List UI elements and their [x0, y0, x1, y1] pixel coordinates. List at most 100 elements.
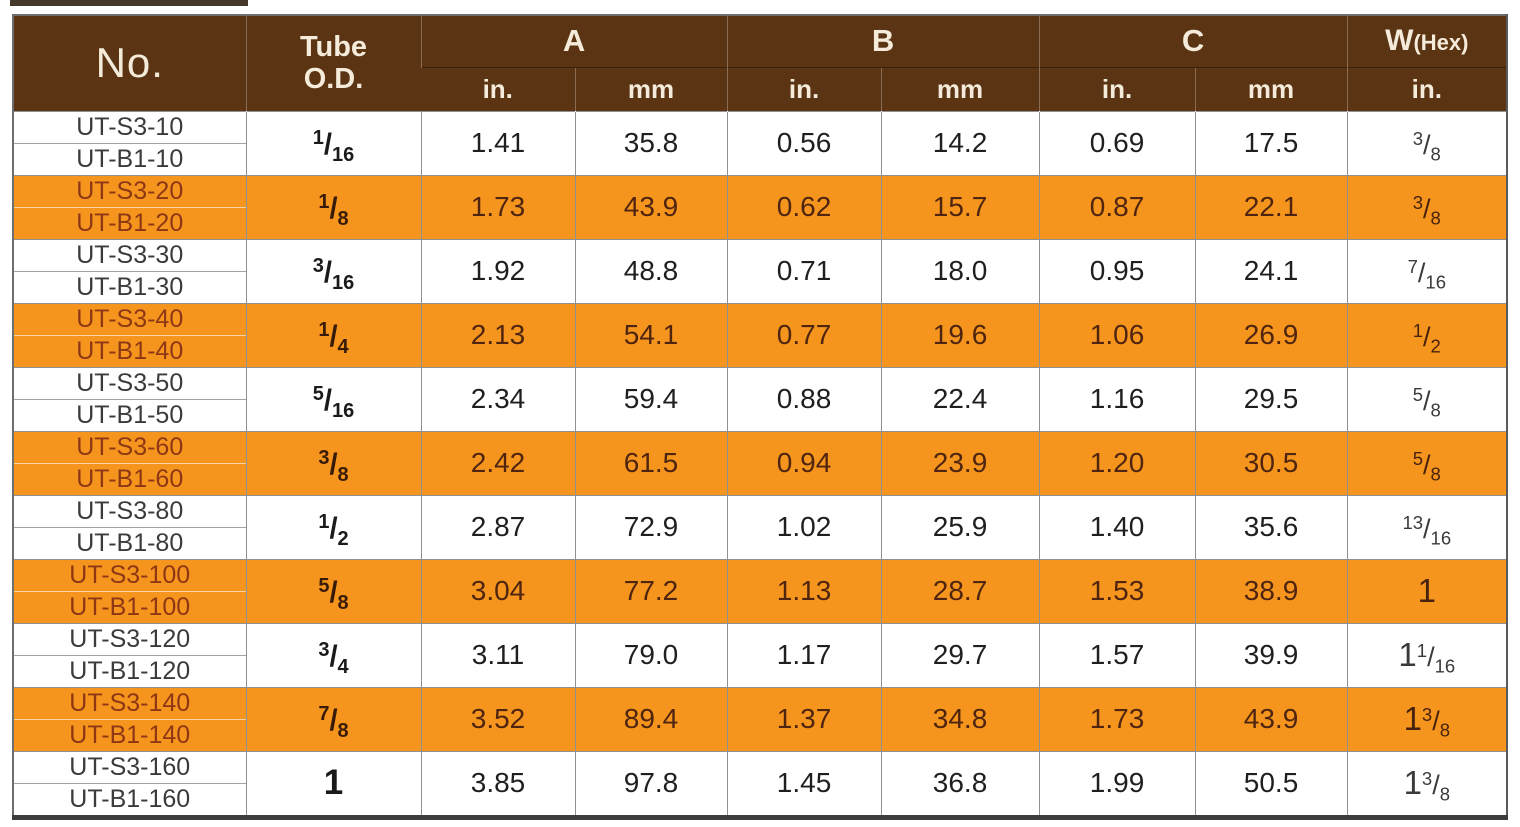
cell-c-in: 1.06	[1038, 302, 1196, 368]
column-header-b: B	[726, 15, 1040, 67]
part-number: UT-S3-30	[76, 240, 184, 269]
cell-tube-od: 5/8	[245, 558, 422, 624]
column-header-a: A	[420, 15, 728, 67]
cell-w-hex: 3/8	[1346, 174, 1508, 240]
cell-b-mm: 28.7	[880, 558, 1040, 624]
table-row: UT-S3-100 UT-B1-100 5/8 3.04 77.2 1.13 28…	[12, 558, 1508, 624]
cell-a-mm: 54.1	[574, 302, 728, 368]
cell-w-hex: 1/2	[1346, 302, 1508, 368]
cell-b-mm: 36.8	[880, 750, 1040, 818]
cell-c-mm: 35.6	[1194, 494, 1348, 560]
tube-od-line2: O.D.	[303, 63, 364, 96]
cell-b-mm: 34.8	[880, 686, 1040, 752]
part-number: UT-S3-40	[76, 304, 184, 333]
unit-c-in: in.	[1038, 66, 1196, 111]
w-hex-main: W	[1385, 24, 1414, 58]
cell-no: UT-S3-60 UT-B1-60	[12, 430, 247, 496]
cell-tube-od: 5/16	[245, 366, 422, 432]
cell-a-mm: 35.8	[574, 110, 728, 176]
cell-c-mm: 43.9	[1194, 686, 1348, 752]
part-number: UT-B1-160	[14, 782, 246, 815]
cell-b-in: 1.17	[726, 622, 882, 688]
cell-tube-od: 1/2	[245, 494, 422, 560]
cell-c-mm: 50.5	[1194, 750, 1348, 818]
unit-b-mm: mm	[880, 66, 1040, 111]
cell-c-in: 1.16	[1038, 366, 1196, 432]
part-number: UT-S3-50	[76, 368, 184, 397]
cell-tube-od: 7/8	[245, 686, 422, 752]
cell-no: UT-S3-140 UT-B1-140	[12, 686, 247, 752]
cell-c-in: 0.95	[1038, 238, 1196, 304]
cell-b-mm: 23.9	[880, 430, 1040, 496]
part-number: UT-S3-60	[76, 432, 184, 461]
cell-tube-od: 3/16	[245, 238, 422, 304]
cell-a-in: 2.34	[420, 366, 576, 432]
cell-c-in: 1.99	[1038, 750, 1196, 818]
cell-no: UT-S3-80 UT-B1-80	[12, 494, 247, 560]
column-header-w-hex: W(Hex)	[1346, 15, 1508, 67]
cell-b-mm: 22.4	[880, 366, 1040, 432]
cell-c-mm: 29.5	[1194, 366, 1348, 432]
part-number: UT-B1-120	[14, 654, 246, 687]
part-number: UT-S3-160	[69, 752, 191, 781]
cell-tube-od: 1	[245, 750, 422, 818]
header-row-groups: No. Tube O.D. A B C W(Hex)	[13, 15, 1508, 111]
unit-a-in: in.	[421, 66, 575, 111]
cell-no: UT-S3-10 UT-B1-10	[12, 110, 247, 176]
unit-a-mm: mm	[574, 66, 728, 111]
cell-c-in: 0.69	[1038, 110, 1196, 176]
part-number: UT-B1-10	[14, 142, 246, 175]
cell-a-mm: 48.8	[574, 238, 728, 304]
table-row: UT-S3-50 UT-B1-50 5/16 2.34 59.4 0.88 22.…	[12, 366, 1508, 432]
cell-b-in: 0.71	[726, 238, 882, 304]
cell-a-in: 3.04	[420, 558, 576, 624]
cell-a-in: 1.92	[420, 238, 576, 304]
cell-c-in: 1.73	[1038, 686, 1196, 752]
cell-c-mm: 26.9	[1194, 302, 1348, 368]
cell-a-in: 3.85	[420, 750, 576, 818]
part-number: UT-B1-100	[14, 590, 246, 623]
cell-tube-od: 1/16	[245, 110, 422, 176]
unit-w-in: in.	[1346, 66, 1508, 111]
cell-b-mm: 19.6	[880, 302, 1040, 368]
table-row: UT-S3-30 UT-B1-30 3/16 1.92 48.8 0.71 18.…	[12, 238, 1508, 304]
cell-tube-od: 1/4	[245, 302, 422, 368]
part-number: UT-S3-80	[76, 496, 184, 525]
cell-no: UT-S3-30 UT-B1-30	[12, 238, 247, 304]
table-row: UT-S3-140 UT-B1-140 7/8 3.52 89.4 1.37 34…	[12, 686, 1508, 752]
cell-w-hex: 5/8	[1346, 366, 1508, 432]
cell-b-mm: 29.7	[880, 622, 1040, 688]
cell-b-in: 0.94	[726, 430, 882, 496]
part-number: UT-S3-20	[76, 176, 184, 205]
cell-b-in: 0.62	[726, 174, 882, 240]
table-row: UT-S3-80 UT-B1-80 1/2 2.87 72.9 1.02 25.9…	[12, 494, 1508, 560]
table-row: UT-S3-160 UT-B1-160 1 3.85 97.8 1.45 36.8…	[12, 750, 1508, 818]
unit-c-mm: mm	[1194, 66, 1348, 111]
part-number: UT-S3-120	[69, 624, 191, 653]
cell-no: UT-S3-100 UT-B1-100	[12, 558, 247, 624]
cell-tube-od: 3/4	[245, 622, 422, 688]
cell-tube-od: 1/8	[245, 174, 422, 240]
part-number: UT-B1-60	[14, 462, 246, 495]
cell-c-mm: 24.1	[1194, 238, 1348, 304]
cell-w-hex: 7/16	[1346, 238, 1508, 304]
table-row: UT-S3-20 UT-B1-20 1/8 1.73 43.9 0.62 15.7…	[12, 174, 1508, 240]
cell-w-hex: 11/16	[1346, 622, 1508, 688]
table-row: UT-S3-60 UT-B1-60 3/8 2.42 61.5 0.94 23.9…	[12, 430, 1508, 496]
part-number: UT-B1-20	[14, 206, 246, 239]
tube-od-line1: Tube	[299, 30, 368, 63]
unit-b-in: in.	[726, 66, 882, 111]
header-row-units: in. mm in. mm in. mm in.	[13, 66, 1508, 111]
cell-a-in: 2.42	[420, 430, 576, 496]
cell-a-mm: 59.4	[574, 366, 728, 432]
cell-no: UT-S3-120 UT-B1-120	[12, 622, 247, 688]
part-number: UT-S3-10	[76, 112, 184, 141]
cell-a-mm: 72.9	[574, 494, 728, 560]
cell-a-in: 2.13	[420, 302, 576, 368]
cell-a-in: 1.41	[420, 110, 576, 176]
cell-no: UT-S3-40 UT-B1-40	[12, 302, 247, 368]
cell-c-mm: 17.5	[1194, 110, 1348, 176]
table-row: UT-S3-120 UT-B1-120 3/4 3.11 79.0 1.17 29…	[12, 622, 1508, 688]
cell-b-in: 1.37	[726, 686, 882, 752]
cell-c-in: 1.20	[1038, 430, 1196, 496]
